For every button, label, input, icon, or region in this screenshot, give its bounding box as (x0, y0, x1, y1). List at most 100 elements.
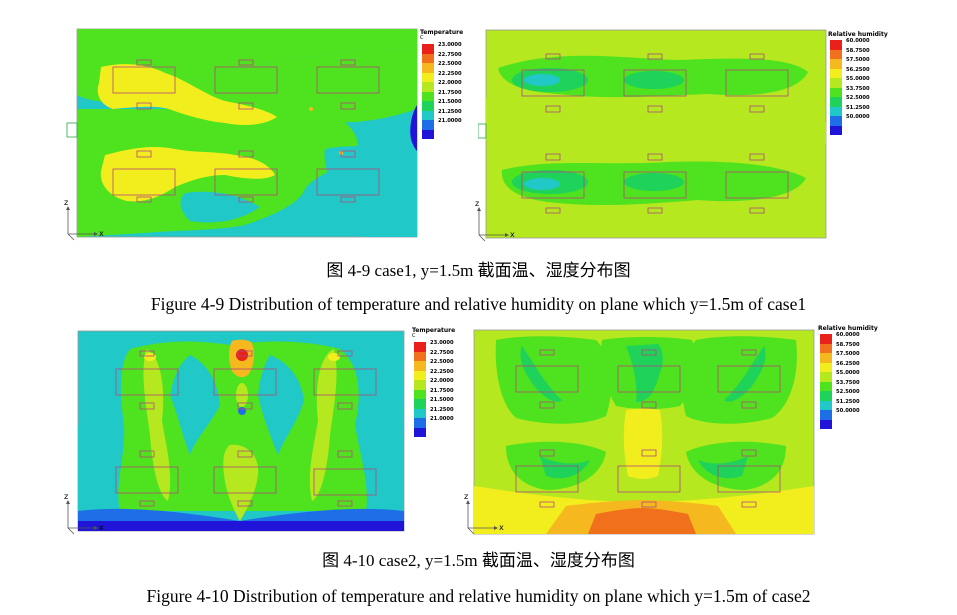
legend-color-swatch (830, 116, 842, 126)
fig-4-9-temperature-axes: z x (62, 198, 112, 246)
legend-tick: 56.2500 (846, 66, 870, 73)
legend-color-swatch (422, 82, 434, 92)
legend-color-swatch (414, 399, 426, 409)
legend-color-swatch (830, 78, 842, 88)
legend-color-bar (422, 44, 434, 139)
legend-tick: 57.5000 (836, 351, 860, 357)
legend-color-swatch (820, 400, 832, 410)
legend-tick: 50.0000 (846, 114, 870, 120)
legend-unit: C (412, 333, 416, 339)
legend-tick: 22.2500 (430, 368, 454, 375)
x-axis-label: x (99, 523, 104, 532)
legend-tick: 21.7500 (430, 387, 454, 394)
legend-ticks: 23.0000 22.7500 22.5000 22.2500 22.0000 … (430, 340, 454, 426)
legend-color-swatch (422, 44, 434, 54)
legend-color-swatch (820, 391, 832, 401)
legend-color-swatch (820, 334, 832, 344)
legend-color-swatch (830, 49, 842, 59)
legend-color-bar (414, 342, 426, 437)
legend-tick: 23.0000 (430, 340, 454, 346)
legend-tick: 53.7500 (846, 85, 870, 92)
legend-color-swatch (422, 53, 434, 63)
legend-color-swatch (820, 372, 832, 382)
legend-ticks: 23.0000 22.7500 22.5000 22.2500 22.0000 … (438, 42, 462, 128)
legend-tick: 23.0000 (438, 42, 462, 48)
legend-tick: 21.7500 (438, 89, 462, 96)
legend-color-swatch (830, 125, 842, 135)
legend-tick: 52.5000 (836, 389, 860, 395)
legend-color-swatch (820, 410, 832, 420)
legend-color-swatch (820, 353, 832, 363)
legend-color-swatch (414, 370, 426, 380)
legend-tick: 58.7500 (846, 47, 870, 54)
legend-color-swatch (422, 72, 434, 82)
legend-tick: 22.0000 (430, 378, 454, 384)
legend-ticks: 60.0000 58.7500 57.5000 56.2500 55.0000 … (846, 38, 870, 124)
legend-tick: 21.2500 (438, 108, 462, 115)
legend-color-swatch (422, 63, 434, 73)
fig-4-10-caption-en: Figure 4-10 Distribution of temperature … (146, 586, 811, 606)
z-axis-label: z (64, 492, 69, 501)
legend-color-swatch (414, 418, 426, 428)
legend-tick: 57.5000 (846, 57, 870, 63)
legend-color-swatch (422, 129, 434, 139)
legend-color-bar (830, 40, 842, 135)
legend-tick: 21.0000 (430, 416, 454, 422)
legend-tick: 22.7500 (430, 349, 454, 356)
legend-color-swatch (422, 110, 434, 120)
legend-tick: 51.2500 (846, 104, 870, 111)
legend-color-swatch (820, 343, 832, 353)
legend-tick: 56.2500 (836, 360, 860, 367)
legend-title: Temperature (412, 327, 456, 334)
fig-4-10-temperature-legend: Temperature C 23.0000 22.7500 22.5000 22… (412, 328, 472, 443)
fig-4-9-humidity-axes: z x (473, 199, 523, 247)
fig-4-10-humidity-axes: z x (462, 492, 512, 540)
legend-color-swatch (414, 361, 426, 371)
legend-tick: 51.2500 (836, 398, 860, 405)
axes-triad-icon (66, 500, 98, 535)
legend-tick: 21.5000 (430, 397, 454, 403)
legend-color-swatch (414, 342, 426, 352)
fig-4-9-temperature-contour (65, 25, 425, 247)
axes-triad-icon (66, 206, 98, 241)
legend-title: Temperature (420, 29, 464, 36)
legend-tick: 60.0000 (836, 332, 860, 338)
legend-color-swatch (820, 381, 832, 391)
legend-color-swatch (414, 351, 426, 361)
legend-ticks: 60.0000 58.7500 57.5000 56.2500 55.0000 … (836, 332, 860, 418)
legend-title: Relative humidity (828, 31, 888, 38)
fig-4-10-temperature-axes: z x (62, 492, 112, 540)
axes-triad-icon (477, 207, 509, 242)
legend-color-swatch (820, 419, 832, 429)
legend-tick: 22.5000 (438, 61, 462, 67)
x-axis-label: x (99, 229, 104, 238)
legend-color-swatch (830, 97, 842, 107)
legend-tick: 53.7500 (836, 379, 860, 386)
fig-4-10-humidity-legend: Relative humidity 60.0000 58.7500 57.500… (818, 326, 893, 436)
legend-tick: 52.5000 (846, 95, 870, 101)
legend-color-swatch (414, 380, 426, 390)
fig-4-10-caption-cn: 图 4-10 case2, y=1.5m 截面温、湿度分布图 (322, 551, 635, 570)
z-axis-label: z (464, 492, 469, 501)
fig-4-9-humidity-contour (478, 28, 830, 248)
legend-color-swatch (820, 362, 832, 372)
fig-4-10-humidity-contour (466, 326, 821, 540)
legend-unit: C (420, 35, 424, 41)
legend-color-swatch (830, 40, 842, 50)
legend-tick: 22.7500 (438, 51, 462, 58)
legend-color-swatch (422, 120, 434, 130)
legend-color-swatch (422, 91, 434, 101)
legend-tick: 21.5000 (438, 99, 462, 105)
legend-color-swatch (830, 106, 842, 116)
fig-4-9-humidity-legend: Relative humidity 60.0000 58.7500 57.500… (828, 32, 898, 142)
legend-tick: 55.0000 (846, 76, 870, 82)
x-axis-label: x (499, 523, 504, 532)
legend-color-swatch (414, 408, 426, 418)
legend-tick: 21.2500 (430, 406, 454, 413)
legend-color-bar (820, 334, 832, 429)
legend-color-swatch (830, 87, 842, 97)
fig-4-9-caption-en: Figure 4-9 Distribution of temperature a… (150, 294, 807, 314)
legend-color-swatch (414, 427, 426, 437)
legend-tick: 60.0000 (846, 38, 870, 44)
x-axis-label: x (510, 230, 515, 239)
